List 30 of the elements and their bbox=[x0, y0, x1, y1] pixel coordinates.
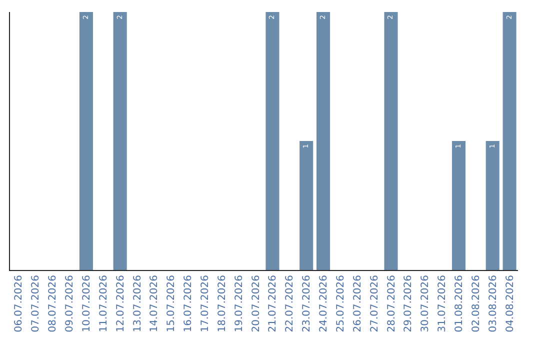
x-tick-label: 25.07.2026 bbox=[335, 275, 346, 332]
x-tick-label: 01.08.2026 bbox=[454, 275, 465, 332]
x-tick-label: 10.07.2026 bbox=[81, 275, 92, 332]
x-tick-label: 03.08.2026 bbox=[488, 275, 499, 332]
x-tick-label: 29.07.2026 bbox=[403, 275, 414, 332]
x-tick-label: 08.07.2026 bbox=[48, 275, 59, 332]
x-tick-label: 07.07.2026 bbox=[30, 275, 42, 332]
x-tick-label: 22.07.2026 bbox=[284, 275, 296, 332]
x-tick-label: 24.07.2026 bbox=[318, 275, 330, 332]
x-tick-label: 31.07.2026 bbox=[437, 275, 448, 332]
x-tick-label: 20.07.2026 bbox=[250, 275, 262, 332]
x-tick-label: 23.07.2026 bbox=[302, 275, 313, 332]
x-tick-label: 19.07.2026 bbox=[234, 275, 245, 332]
x-tick-label: 14.07.2026 bbox=[149, 275, 160, 332]
x-tick-label: 26.07.2026 bbox=[352, 275, 364, 332]
x-tick-label: 30.07.2026 bbox=[420, 275, 432, 332]
x-tick-label: 21.07.2026 bbox=[268, 275, 279, 332]
x-tick-label: 27.07.2026 bbox=[369, 275, 380, 332]
x-tick-label: 11.07.2026 bbox=[98, 275, 110, 332]
x-tick-label: 16.07.2026 bbox=[183, 275, 194, 332]
x-tick-label: 02.08.2026 bbox=[470, 275, 482, 332]
x-tick-label: 13.07.2026 bbox=[132, 275, 144, 332]
x-tick-label: 09.07.2026 bbox=[64, 275, 76, 332]
x-tick-label: 12.07.2026 bbox=[115, 275, 126, 332]
x-tick-label: 06.07.2026 bbox=[14, 275, 25, 332]
x-tick-label: 15.07.2026 bbox=[166, 275, 178, 332]
x-tick-label: 18.07.2026 bbox=[216, 275, 228, 332]
x-tick-label: 28.07.2026 bbox=[386, 275, 398, 332]
x-tick-label: 17.07.2026 bbox=[200, 275, 211, 332]
x-tick-label: 04.08.2026 bbox=[504, 275, 516, 332]
